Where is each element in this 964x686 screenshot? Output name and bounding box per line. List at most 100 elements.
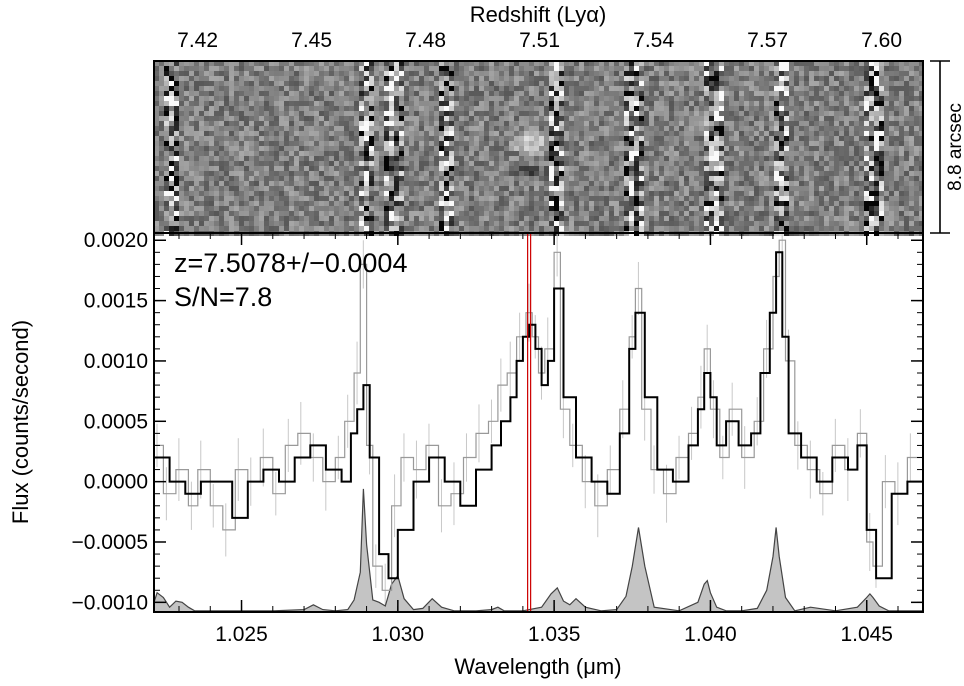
spectrum-2d-pixel [469, 181, 474, 186]
spectrum-2d-pixel [429, 211, 434, 216]
spectrum-2d-pixel [579, 146, 584, 151]
spectrum-2d-pixel [304, 146, 309, 151]
spectrum-2d-pixel [889, 111, 894, 116]
spectrum-2d-pixel [499, 166, 504, 171]
spectrum-2d-pixel [464, 126, 469, 131]
spectrum-2d-pixel [689, 211, 694, 216]
spectrum-2d-pixel [539, 86, 544, 91]
spectrum-2d-pixel [464, 146, 469, 151]
spectrum-2d-pixel [384, 71, 389, 76]
spectrum-2d-pixel [449, 146, 454, 151]
spectrum-2d-pixel [489, 191, 494, 196]
spectrum-2d-pixel [354, 186, 359, 191]
spectrum-2d-pixel [879, 91, 884, 96]
spectrum-2d-pixel [569, 96, 574, 101]
spectrum-2d-pixel [719, 206, 724, 211]
spectrum-2d-pixel [234, 136, 239, 141]
spectrum-2d-pixel [409, 201, 414, 206]
spectrum-2d-pixel [454, 86, 459, 91]
spectrum-2d-pixel [724, 156, 729, 161]
spectrum-2d-pixel [564, 86, 569, 91]
spectrum-2d-pixel [469, 201, 474, 206]
spectrum-2d-pixel [694, 176, 699, 181]
spectrum-2d-pixel [789, 121, 794, 126]
spectrum-2d-pixel [669, 71, 674, 76]
spectrum-2d-pixel [379, 186, 384, 191]
spectrum-2d-pixel [604, 146, 609, 151]
spectrum-2d-pixel [459, 171, 464, 176]
spectrum-2d-pixel [674, 126, 679, 131]
spectrum-2d-pixel [244, 156, 249, 161]
spectrum-2d-pixel [779, 206, 784, 211]
spectrum-2d-pixel [464, 201, 469, 206]
spectrum-2d-pixel [894, 171, 899, 176]
spectrum-2d-pixel [229, 161, 234, 166]
spectrum-2d-pixel [614, 191, 619, 196]
spectrum-2d-pixel [389, 61, 394, 66]
spectrum-2d-pixel [919, 186, 924, 191]
spectrum-2d-pixel [374, 206, 379, 211]
spectrum-2d-pixel [719, 166, 724, 171]
spectrum-2d-pixel [854, 151, 859, 156]
spectrum-2d-pixel [449, 91, 454, 96]
spectrum-2d-pixel [499, 141, 504, 146]
spectrum-2d-pixel [734, 176, 739, 181]
spectrum-2d-pixel [544, 91, 549, 96]
spectrum-2d-pixel [254, 141, 259, 146]
spectrum-2d-pixel [569, 216, 574, 221]
spectrum-2d-pixel [229, 91, 234, 96]
spectrum-2d-pixel [759, 171, 764, 176]
spectrum-2d-pixel [424, 81, 429, 86]
spectrum-2d-pixel [799, 216, 804, 221]
spectrum-2d-pixel [894, 121, 899, 126]
spectrum-2d-pixel [829, 191, 834, 196]
spectrum-2d-pixel [419, 181, 424, 186]
spectrum-2d-pixel [789, 186, 794, 191]
spectrum-2d-pixel [794, 111, 799, 116]
spectrum-2d-pixel [254, 81, 259, 86]
spectrum-2d-pixel [589, 216, 594, 221]
spectrum-2d-pixel [659, 176, 664, 181]
spectrum-2d-pixel [444, 101, 449, 106]
spectrum-2d-pixel [309, 121, 314, 126]
spectrum-2d-pixel [594, 91, 599, 96]
spectrum-2d-pixel [669, 91, 674, 96]
spectrum-2d-pixel [864, 71, 869, 76]
spectrum-2d-pixel [234, 61, 239, 66]
spectrum-2d-pixel [214, 151, 219, 156]
spectrum-2d-pixel [374, 81, 379, 86]
spectrum-2d-pixel [914, 146, 919, 151]
spectrum-2d-pixel [759, 131, 764, 136]
spectrum-2d-pixel [379, 126, 384, 131]
spectrum-2d-pixel [349, 131, 354, 136]
spectrum-2d-pixel [664, 71, 669, 76]
spectrum-2d-pixel [554, 171, 559, 176]
spectrum-2d-pixel [459, 91, 464, 96]
spectrum-2d-pixel [289, 171, 294, 176]
spectrum-2d-pixel [704, 106, 709, 111]
spectrum-2d-pixel [909, 186, 914, 191]
spectrum-2d-pixel [279, 121, 284, 126]
spectrum-2d-pixel [204, 131, 209, 136]
spectrum-2d-pixel [664, 201, 669, 206]
spectrum-2d-pixel [229, 136, 234, 141]
spectrum-2d-pixel [234, 171, 239, 176]
spectrum-2d-pixel [439, 156, 444, 161]
spectrum-2d-pixel [759, 71, 764, 76]
spectrum-2d-pixel [429, 66, 434, 71]
spectrum-2d-pixel [674, 191, 679, 196]
spectrum-2d-pixel [804, 61, 809, 66]
spectrum-2d-pixel [499, 101, 504, 106]
spectrum-2d-pixel [879, 206, 884, 211]
spectrum-2d-pixel [449, 206, 454, 211]
spectrum-2d-pixel [319, 196, 324, 201]
spectrum-2d-pixel [304, 156, 309, 161]
spectrum-2d-pixel [474, 141, 479, 146]
spectrum-2d-pixel [454, 146, 459, 151]
spectrum-2d-pixel [429, 166, 434, 171]
spectrum-2d-pixel [364, 136, 369, 141]
spectrum-2d-pixel [374, 136, 379, 141]
spectrum-2d-pixel [249, 116, 254, 121]
spectrum-2d-pixel [784, 191, 789, 196]
spectrum-2d-pixel [274, 96, 279, 101]
